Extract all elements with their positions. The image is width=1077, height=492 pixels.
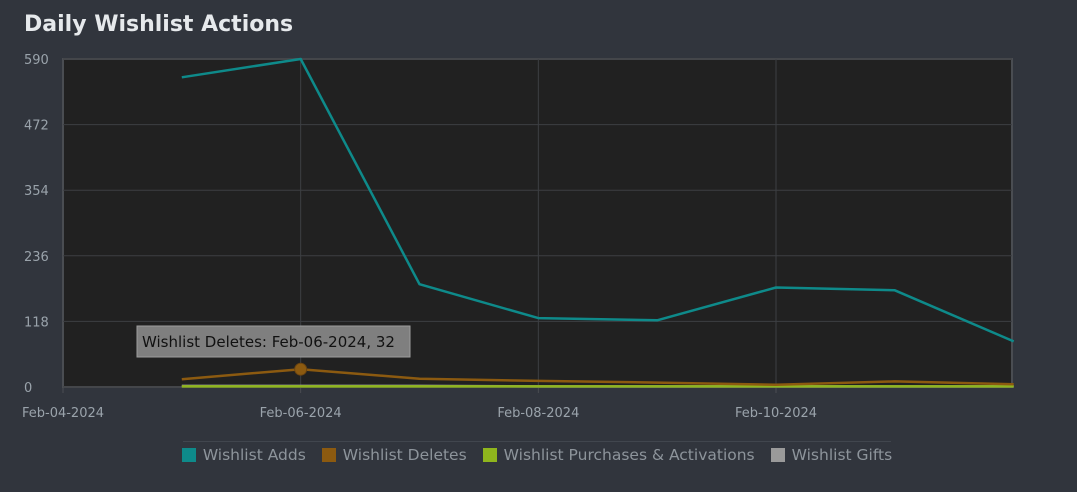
x-tick-label: Feb-10-2024 bbox=[735, 406, 817, 421]
tooltip-box bbox=[136, 325, 411, 358]
legend-swatch bbox=[181, 448, 196, 462]
tooltip: Wishlist Deletes: Feb-06-2024, 32 bbox=[136, 325, 411, 358]
y-tick-label: 236 bbox=[24, 250, 49, 265]
series-line bbox=[181, 367, 1014, 387]
legend-label: Wishlist Adds bbox=[202, 446, 306, 464]
tooltip-text: Wishlist Deletes: Feb-06-2024, 32 bbox=[142, 333, 395, 351]
chart-legend: Wishlist Adds Wishlist Deletes Wishlist Pu… bbox=[181, 441, 893, 464]
legend-item[interactable]: Wishlist Deletes bbox=[321, 446, 467, 464]
chart-title: Daily Wishlist Actions bbox=[24, 12, 294, 37]
x-tick-label: Feb-06-2024 bbox=[260, 406, 342, 421]
y-tick-label: 472 bbox=[24, 119, 49, 134]
x-tick-label: Feb-08-2024 bbox=[497, 406, 579, 421]
highlight-point bbox=[294, 362, 308, 376]
legend-swatch bbox=[770, 448, 785, 462]
y-tick-label: 354 bbox=[24, 184, 49, 199]
y-tick-label: 0 bbox=[24, 381, 32, 396]
chart-canvas: 590 472 354 236 118 0 Feb-04-2024 Feb-06-2024 Fe… bbox=[22, 53, 1015, 421]
y-tick-label: 590 bbox=[24, 53, 49, 68]
y-tick-label: 118 bbox=[24, 315, 49, 330]
legend-label: Wishlist Gifts bbox=[791, 446, 893, 464]
legend-label: Wishlist Deletes bbox=[342, 446, 467, 464]
series-line bbox=[181, 57, 1015, 343]
legend-item[interactable]: Wishlist Adds bbox=[181, 446, 306, 464]
x-tick-label: Feb-04-2024 bbox=[22, 406, 104, 421]
legend-swatch bbox=[321, 448, 336, 462]
legend-item[interactable]: Wishlist Gifts bbox=[770, 446, 893, 464]
legend-label: Wishlist Purchases & Activations bbox=[503, 446, 755, 464]
legend-item[interactable]: Wishlist Purchases & Activations bbox=[482, 446, 755, 464]
legend-swatch bbox=[482, 448, 497, 462]
